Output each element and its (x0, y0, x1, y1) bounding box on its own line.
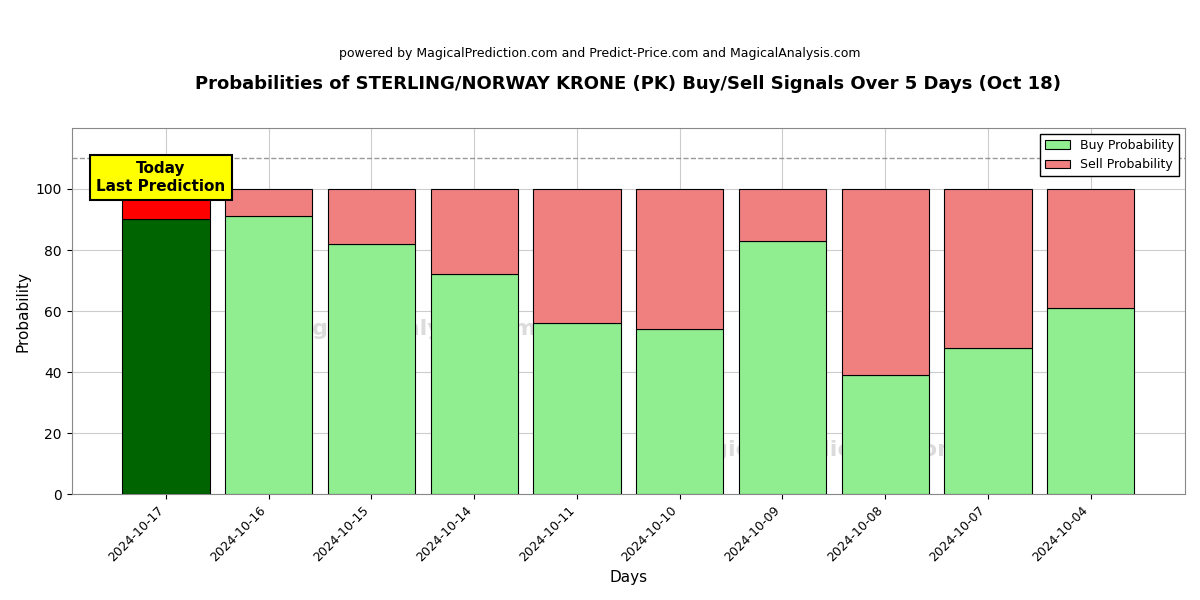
Bar (328, 244, 415, 494)
Bar (1048, 308, 1134, 494)
Bar (841, 189, 929, 375)
Bar (122, 189, 210, 220)
Bar (122, 220, 210, 494)
Legend: Buy Probability, Sell Probability: Buy Probability, Sell Probability (1040, 134, 1178, 176)
Title: Probabilities of STERLING/NORWAY KRONE (PK) Buy/Sell Signals Over 5 Days (Oct 18: Probabilities of STERLING/NORWAY KRONE (… (196, 75, 1061, 93)
Bar (328, 189, 415, 244)
Bar (739, 241, 826, 494)
Text: Today
Last Prediction: Today Last Prediction (96, 161, 226, 194)
Bar (636, 189, 724, 329)
Bar (226, 189, 312, 217)
Bar (944, 189, 1032, 348)
Bar (636, 329, 724, 494)
Text: powered by MagicalPrediction.com and Predict-Price.com and MagicalAnalysis.com: powered by MagicalPrediction.com and Pre… (340, 47, 860, 60)
Bar (431, 274, 518, 494)
Bar (533, 189, 620, 323)
Text: MagicalPrediction.com: MagicalPrediction.com (674, 440, 960, 460)
Bar (841, 375, 929, 494)
Text: MagicalAnalysis.com: MagicalAnalysis.com (275, 319, 536, 340)
Bar (944, 348, 1032, 494)
Bar (1048, 189, 1134, 308)
Bar (533, 323, 620, 494)
Y-axis label: Probability: Probability (16, 271, 30, 352)
Bar (431, 189, 518, 274)
Bar (226, 217, 312, 494)
X-axis label: Days: Days (610, 570, 647, 585)
Bar (739, 189, 826, 241)
